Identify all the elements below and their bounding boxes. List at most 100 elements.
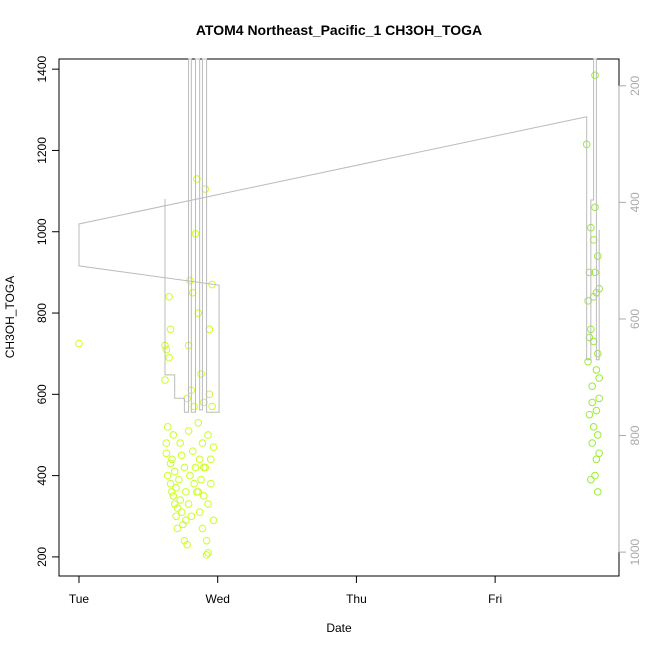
- y2-tick-label: 600: [628, 309, 642, 329]
- scatter-point: [591, 268, 599, 277]
- scatter-point: [165, 353, 173, 362]
- scatter-point: [75, 339, 83, 348]
- scatter-point: [589, 337, 598, 346]
- scatter-point: [184, 500, 193, 508]
- scatter-point: [589, 236, 598, 244]
- scatter-point: [202, 536, 211, 545]
- scatter-point: [186, 471, 194, 480]
- y-tick-label: 1400: [35, 55, 49, 82]
- scatter-point: [588, 398, 597, 407]
- scatter-point: [184, 427, 193, 435]
- scatter-point: [163, 423, 172, 431]
- scatter-point: [193, 175, 201, 183]
- scatter-point: [172, 484, 180, 492]
- scatter-point: [202, 551, 211, 559]
- scatter-point: [595, 374, 603, 382]
- scatter-point: [194, 488, 203, 496]
- scatter-point: [173, 504, 182, 512]
- scatter-point: [183, 540, 191, 549]
- y-tick-label: 200: [35, 547, 49, 567]
- scatter-point: [591, 471, 599, 480]
- scatter-point: [169, 492, 178, 500]
- y2-tick-label: 400: [628, 192, 642, 212]
- scatter-point: [166, 459, 175, 468]
- scatter-point: [190, 479, 198, 488]
- x-tick-label: Tue: [69, 592, 90, 606]
- scatter-point: [591, 71, 599, 80]
- scatter-point: [176, 496, 185, 504]
- scatter-point: [195, 455, 204, 464]
- scatter-point: [177, 508, 186, 516]
- scatter-point: [209, 516, 218, 525]
- scatter-point: [200, 492, 208, 500]
- y-axis-label: CH3OH_TOGA: [3, 276, 17, 358]
- scatter-point: [165, 292, 173, 301]
- scatter-point: [592, 455, 601, 464]
- scatter-point: [194, 309, 203, 317]
- scatter-point: [204, 549, 212, 557]
- scatter-point: [163, 471, 172, 480]
- scatter-point: [585, 410, 594, 419]
- scatter-point: [593, 488, 602, 496]
- scatter-point: [162, 449, 171, 458]
- scatter-point: [591, 203, 599, 212]
- scatter-point: [588, 382, 597, 390]
- scatter-point: [205, 390, 214, 399]
- scatter-point: [198, 524, 207, 533]
- scatter-point: [200, 463, 208, 472]
- scatter-point: [168, 455, 176, 464]
- scatter-point: [204, 500, 212, 508]
- x-tick-label: Wed: [205, 592, 229, 606]
- scatter-point: [188, 288, 197, 297]
- x-tick-label: Fri: [488, 592, 502, 606]
- scatter-point: [162, 439, 171, 447]
- scatter-point: [584, 297, 592, 305]
- x-tick-label: Thu: [346, 592, 367, 606]
- y2-tick-label: 1000: [628, 538, 642, 565]
- scatter-point: [173, 524, 182, 533]
- y-tick-label: 400: [35, 465, 49, 485]
- scatter-point: [593, 431, 602, 439]
- scatter-point: [589, 292, 598, 301]
- scatter-point: [593, 349, 602, 358]
- scatter-point: [585, 268, 594, 277]
- scatter-point: [168, 488, 176, 496]
- y2-tick-label: 200: [628, 75, 642, 95]
- scatter-point: [587, 475, 595, 484]
- scatter-point: [595, 449, 603, 458]
- scatter-point: [188, 447, 197, 456]
- scatter-point: [206, 455, 215, 464]
- plot-frame: [58, 58, 620, 577]
- scatter-point: [588, 439, 597, 447]
- scatter-point: [593, 252, 602, 260]
- scatter-point: [181, 516, 190, 525]
- line-series: [78, 58, 600, 413]
- scatter-point: [200, 398, 208, 407]
- scatter-point: [177, 451, 186, 460]
- scatter-point: [170, 467, 179, 476]
- scatter-point: [176, 439, 185, 447]
- scatter-point: [205, 325, 214, 334]
- scatter-point: [161, 376, 169, 384]
- scatter-point: [206, 479, 215, 488]
- scatter-point: [190, 402, 198, 411]
- scatter-point: [209, 443, 218, 451]
- scatter-point: [198, 439, 207, 447]
- y-tick-label: 800: [35, 303, 49, 323]
- scatter-point: [181, 488, 190, 496]
- scatter-point: [166, 479, 175, 488]
- y2-tick-label: 800: [628, 425, 642, 445]
- y-tick-label: 1200: [35, 137, 49, 164]
- scatter-point: [162, 345, 171, 354]
- scatter-point: [195, 508, 204, 516]
- chart-title: ATOM4 Northeast_Pacific_1 CH3OH_TOGA: [196, 22, 482, 38]
- scatter-point: [201, 185, 210, 193]
- scatter-point: [169, 431, 178, 439]
- scatter-point: [166, 325, 175, 334]
- scatter-point: [175, 475, 183, 484]
- scatter-point: [194, 418, 203, 427]
- scatter-point: [585, 333, 594, 342]
- scatter-point: [589, 423, 598, 431]
- scatter-point: [595, 394, 603, 403]
